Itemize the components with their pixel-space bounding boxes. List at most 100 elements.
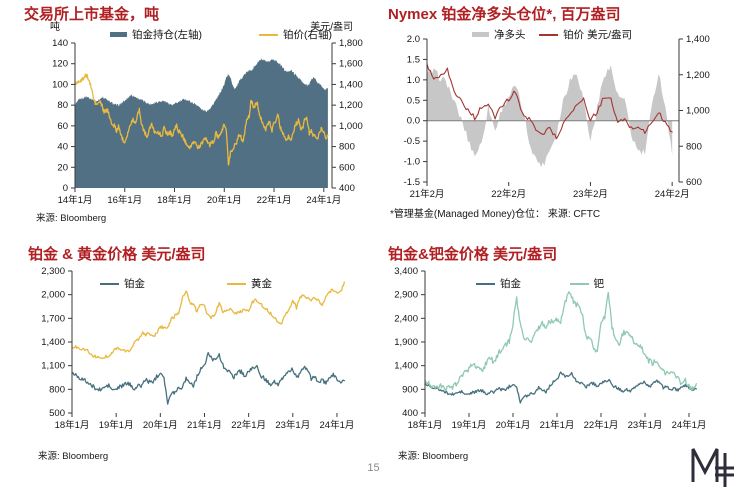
legend-label: 铂价 美元/盎司 <box>563 29 632 41</box>
x-tick-label: 24年1月 <box>306 194 341 206</box>
etf-holdings-plot: 140 120 100 80 60 40 20 0 1,800 1,600 1,400 1,200 1,… <box>52 38 363 206</box>
y-tick-label: -1.0 <box>404 157 420 168</box>
line-swatch-icon <box>569 282 589 285</box>
y-tick-label: 1,100 <box>41 361 65 372</box>
chart-nymex-net-long: Nymex 铂金净多头仓位*, 百万盎司 2.0 1.5 1.0 0.5 0.0 -0.5… <box>373 0 747 236</box>
series-area <box>75 58 328 189</box>
y-tick-label: 500 <box>49 408 65 419</box>
area-swatch-icon <box>472 32 489 37</box>
x-tick-label: 18年1月 <box>408 419 443 431</box>
y-tick-label: 900 <box>402 384 418 395</box>
legend-item: 净多头 <box>472 27 526 42</box>
x-tick-label: 24年2月 <box>655 188 690 200</box>
y-tick-label: 2.0 <box>407 34 420 45</box>
y-tick-label: 1,400 <box>339 79 363 90</box>
x-tick-label: 18年1月 <box>157 194 192 206</box>
chart-platinum-palladium: 铂金&钯金价格 美元/盎司 3,400 2,900 2,400 1,900 1,400 9… <box>373 238 747 500</box>
area-swatch-icon <box>110 32 127 37</box>
y-tick-label: 600 <box>686 177 702 188</box>
y-tick-label: 20 <box>57 162 68 173</box>
legend-label: 铂金 <box>500 278 521 290</box>
y-tick-label: 400 <box>339 183 355 194</box>
y-tick-label: -1.5 <box>404 177 420 188</box>
x-tick-label: 18年1月 <box>55 419 90 431</box>
x-tick-label: 16年1月 <box>107 194 142 206</box>
legend-label: 铂价(右轴) <box>283 29 332 41</box>
y-tick-label: 80 <box>57 100 68 111</box>
source-note: 来源: Bloomberg <box>36 213 107 224</box>
x-tick-label: 19年1月 <box>452 419 487 431</box>
page-number: 15 <box>367 462 380 474</box>
y-tick-label: 0.5 <box>407 95 420 106</box>
legend: 铂金 钯 <box>476 276 604 291</box>
y-tick-label: 1,700 <box>41 313 65 324</box>
series-line <box>71 281 345 360</box>
line-swatch-icon <box>476 282 495 285</box>
legend-label: 钯 <box>593 278 605 290</box>
legend: 铂金 黄金 <box>100 276 272 291</box>
line-swatch-icon <box>227 282 246 285</box>
y-tick-label: 1,400 <box>686 34 710 45</box>
series-line <box>424 371 697 404</box>
footnote: *管理基金(Managed Money)仓位： 来源: CFTC <box>390 209 601 220</box>
y-tick-label: 1,200 <box>339 100 363 111</box>
x-tick-label: 22年1月 <box>257 194 292 206</box>
x-tick-label: 19年1月 <box>99 419 134 431</box>
series-line <box>74 73 329 166</box>
nymex-net-long-plot: 2.0 1.5 1.0 0.5 0.0 -0.5 -1.0 -1.5 1,400 1,200 1,0… <box>404 34 710 200</box>
x-tick-label: 20年1月 <box>143 419 178 431</box>
line-swatch-icon <box>259 33 278 36</box>
x-tick-label: 24年1月 <box>320 419 355 431</box>
x-tick-label: 23年1月 <box>275 419 310 431</box>
series-area <box>427 65 673 168</box>
legend-item: 铂金 <box>476 276 521 291</box>
x-tick-label: 22年1月 <box>584 419 619 431</box>
legend-item: 黄金 <box>227 276 272 291</box>
y-tick-label: 60 <box>57 121 68 132</box>
y-tick-label: 2,900 <box>394 290 418 301</box>
series-line <box>71 351 345 405</box>
legend: 铂金持仓(左轴) 铂价(右轴) <box>110 27 332 42</box>
legend-label: 净多头 <box>494 29 526 41</box>
y-tick-label: 120 <box>52 59 68 70</box>
y-tick-label: 2,400 <box>394 313 418 324</box>
y-tick-label: 1.0 <box>407 75 420 86</box>
x-tick-label: 21年2月 <box>410 188 445 200</box>
y-tick-label: 1,600 <box>339 59 363 70</box>
y-tick-label: 1,800 <box>339 38 363 49</box>
y-tick-label: 600 <box>339 162 355 173</box>
y-tick-label: 3,400 <box>394 266 418 277</box>
x-tick-label: 23年1月 <box>628 419 663 431</box>
x-tick-label: 22年2月 <box>491 188 526 200</box>
chart-title: Nymex 铂金净多头仓位*, 百万盎司 <box>388 6 621 23</box>
left-axis-unit: 吨 <box>50 22 60 33</box>
y-tick-label: 800 <box>49 384 65 395</box>
x-tick-label: 22年1月 <box>231 419 266 431</box>
y-tick-label: 800 <box>686 141 702 152</box>
legend-label: 铂金持仓(左轴) <box>132 29 202 41</box>
series-line <box>426 63 673 140</box>
x-tick-label: 20年1月 <box>207 194 242 206</box>
x-tick-label: 20年1月 <box>496 419 531 431</box>
y-tick-label: 1,400 <box>41 337 65 348</box>
y-tick-label: 40 <box>57 142 68 153</box>
x-tick-label: 14年1月 <box>58 194 93 206</box>
source-note: 来源: Bloomberg <box>398 451 469 462</box>
x-tick-label: 23年2月 <box>573 188 608 200</box>
y-tick-label: 1,200 <box>686 70 710 81</box>
y-tick-label: 1,400 <box>394 361 418 372</box>
legend-item: 铂金持仓(左轴) <box>110 27 202 42</box>
legend-item: 铂金 <box>100 276 145 291</box>
mf-logo-icon <box>691 448 734 487</box>
y-tick-label: 0.0 <box>407 116 420 127</box>
legend-item: 钯 <box>569 276 605 291</box>
y-tick-label: 2,000 <box>41 290 65 301</box>
legend: 净多头 铂价 美元/盎司 <box>472 27 632 42</box>
y-tick-label: 800 <box>339 142 355 153</box>
y-tick-label: 0 <box>63 183 68 194</box>
chart-title: 铂金&钯金价格 美元/盎司 <box>388 246 558 263</box>
chart-etf-holdings: 交易所上市基金，吨 吨 美元/盎司 140 120 100 80 60 40 20 0 1,80… <box>0 0 373 236</box>
